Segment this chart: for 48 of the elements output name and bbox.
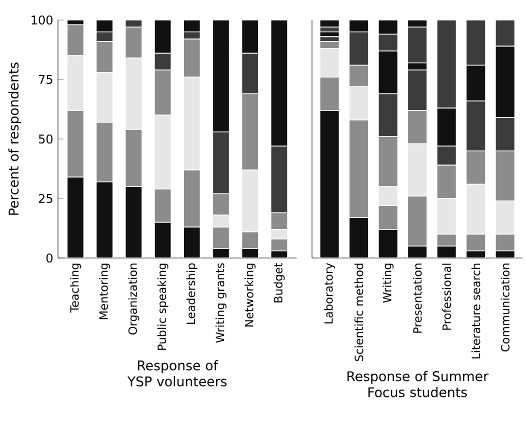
x-tick-label: Leadership — [186, 263, 198, 324]
bar — [348, 217, 369, 258]
x-tick-label: Teaching — [70, 264, 81, 313]
x-tick-label: Scientific method — [354, 264, 364, 362]
bar — [378, 34, 398, 52]
bar — [270, 20, 288, 147]
x-tick-label: Communication — [500, 264, 510, 352]
x-tick-label: Professional — [442, 264, 451, 330]
y-tick-label: 100 — [32, 15, 52, 25]
y-tick-label: 75 — [39, 75, 52, 84]
x-tick-label: Laboratory — [324, 263, 336, 324]
y-axis-title: Percent of respondents — [8, 62, 22, 215]
bar — [436, 20, 457, 108]
bar — [378, 50, 398, 94]
x-tick-label: Writing grants — [216, 263, 226, 343]
bar — [183, 226, 201, 258]
y-tick-label: 25 — [38, 194, 52, 204]
x-axis-title: Response of Summer Focus students — [347, 370, 488, 398]
x-tick-label: Networking — [244, 264, 256, 326]
x-tick-label: Organization — [128, 264, 140, 335]
bar — [212, 131, 230, 194]
x-tick-label: Presentation — [412, 264, 422, 333]
bar — [378, 229, 398, 258]
bar — [466, 20, 486, 66]
bar — [154, 222, 172, 258]
bar — [407, 26, 428, 64]
bar — [66, 176, 84, 258]
bar — [436, 108, 457, 147]
bar — [212, 20, 230, 132]
bar — [495, 20, 516, 47]
bar — [378, 20, 398, 35]
bar — [154, 20, 172, 54]
bar — [241, 52, 259, 94]
bar — [466, 64, 486, 102]
y-tick-label: 0 — [46, 253, 52, 263]
x-tick-label: Mentoring — [99, 264, 110, 320]
x-tick-label: Writing — [382, 264, 394, 303]
bar — [270, 146, 288, 214]
x-tick-label: Public speaking — [157, 264, 168, 350]
y-tick-label: 50 — [38, 134, 52, 144]
x-axis-title: Response of YSP volunteers — [127, 360, 227, 386]
x-tick-label: Budget — [274, 262, 285, 302]
bar — [241, 20, 259, 54]
bar — [124, 186, 142, 258]
bar — [319, 110, 340, 258]
bar — [96, 181, 114, 258]
bar — [495, 46, 516, 118]
x-tick-label: Literature search — [471, 264, 480, 358]
